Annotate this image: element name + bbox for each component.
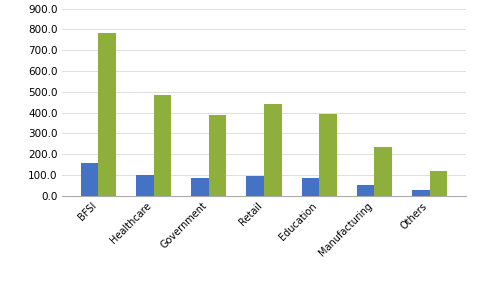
Bar [209,115,227,196]
Bar [136,175,154,196]
Bar [154,94,171,196]
Bar [301,178,319,196]
Bar [374,147,392,196]
Bar [264,104,282,196]
Bar [246,176,264,196]
Bar [430,171,447,196]
Bar [98,33,116,196]
Bar [81,162,98,196]
Bar [191,178,209,196]
Bar [319,114,337,196]
Bar [357,185,374,196]
Bar [412,190,430,196]
